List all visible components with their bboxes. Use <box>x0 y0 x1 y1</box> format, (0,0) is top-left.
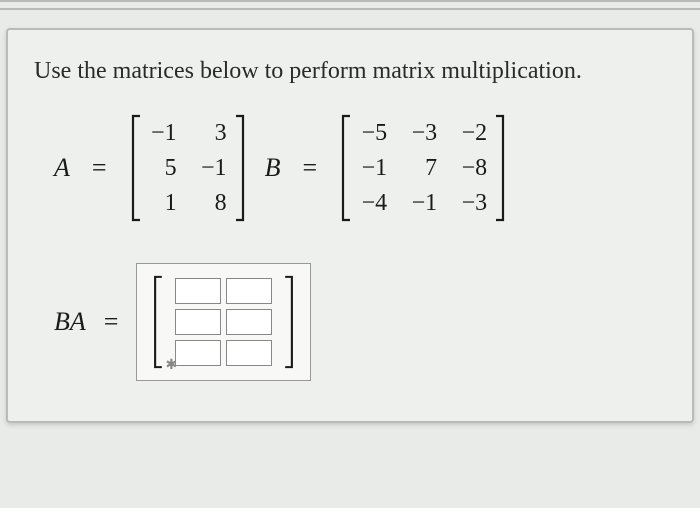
cell: 8 <box>199 190 227 217</box>
cell: −4 <box>359 190 387 217</box>
answer-label: BA <box>54 307 86 337</box>
answer-input-grid <box>175 278 272 366</box>
cell: −8 <box>459 155 487 182</box>
answer-cell[interactable] <box>226 278 272 304</box>
matrix-b: −5 −3 −2 −1 7 −8 −4 −1 −3 <box>339 113 507 223</box>
cell: −3 <box>409 120 437 147</box>
answer-cell[interactable] <box>175 340 221 366</box>
cell: −3 <box>459 190 487 217</box>
cell: −2 <box>459 120 487 147</box>
matrix-definitions: A = −1 3 5 −1 1 8 B = −5 <box>54 113 666 223</box>
equals-sign-b: = <box>302 153 317 183</box>
equals-sign-answer: = <box>104 307 119 337</box>
cell: 3 <box>199 120 227 147</box>
cell: 5 <box>149 155 177 182</box>
bracket-right-icon <box>233 113 247 223</box>
question-card: Use the matrices below to perform matrix… <box>6 28 694 423</box>
matrix-a-label: A <box>54 153 70 183</box>
bracket-right-icon <box>493 113 507 223</box>
cell: −1 <box>359 155 387 182</box>
top-rule-2 <box>0 8 700 10</box>
answer-row: BA = ✱ <box>54 263 666 381</box>
cell: −1 <box>409 190 437 217</box>
bracket-left-icon <box>339 113 353 223</box>
cell: 1 <box>149 190 177 217</box>
page-container: Use the matrices below to perform matrix… <box>0 0 700 508</box>
answer-input-container: ✱ <box>136 263 311 381</box>
matrix-b-label: B <box>265 153 281 183</box>
bracket-right-icon <box>282 274 296 370</box>
cell: 7 <box>409 155 437 182</box>
matrix-b-grid: −5 −3 −2 −1 7 −8 −4 −1 −3 <box>353 116 493 221</box>
answer-cell[interactable] <box>226 340 272 366</box>
matrix-a: −1 3 5 −1 1 8 <box>129 113 247 223</box>
cell: −1 <box>149 120 177 147</box>
top-rule-1 <box>0 0 700 2</box>
answer-cell[interactable] <box>226 309 272 335</box>
cell: −1 <box>199 155 227 182</box>
equals-sign-a: = <box>92 153 107 183</box>
matrix-a-grid: −1 3 5 −1 1 8 <box>143 116 233 221</box>
bracket-left-icon <box>151 274 165 370</box>
bracket-left-icon <box>129 113 143 223</box>
answer-inputs-wrap <box>151 274 296 370</box>
toolbar-icon[interactable]: ✱ <box>165 357 177 374</box>
cell: −5 <box>359 120 387 147</box>
question-prompt: Use the matrices below to perform matrix… <box>34 58 666 85</box>
answer-cell[interactable] <box>175 278 221 304</box>
answer-cell[interactable] <box>175 309 221 335</box>
